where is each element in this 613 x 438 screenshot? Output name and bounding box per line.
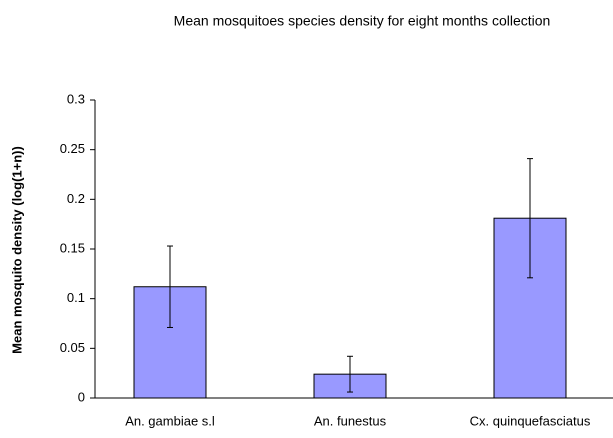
y-tick-label: 0.15	[60, 240, 85, 255]
x-tick-label: An. gambiae s.l	[125, 413, 215, 428]
chart-title: Mean mosquitoes species density for eigh…	[174, 13, 551, 29]
y-tick-label: 0.3	[67, 91, 85, 106]
x-tick-label: An. funestus	[314, 413, 387, 428]
y-axis-label: Mean mosquito density (log(1+n))	[9, 146, 24, 354]
y-tick-label: 0.2	[67, 191, 85, 206]
y-tick-label: 0.1	[67, 290, 85, 305]
y-tick-label: 0.05	[60, 340, 85, 355]
y-tick-label: 0	[78, 389, 85, 404]
x-tick-label: Cx. quinquefasciatus	[470, 413, 591, 428]
y-tick-label: 0.25	[60, 141, 85, 156]
